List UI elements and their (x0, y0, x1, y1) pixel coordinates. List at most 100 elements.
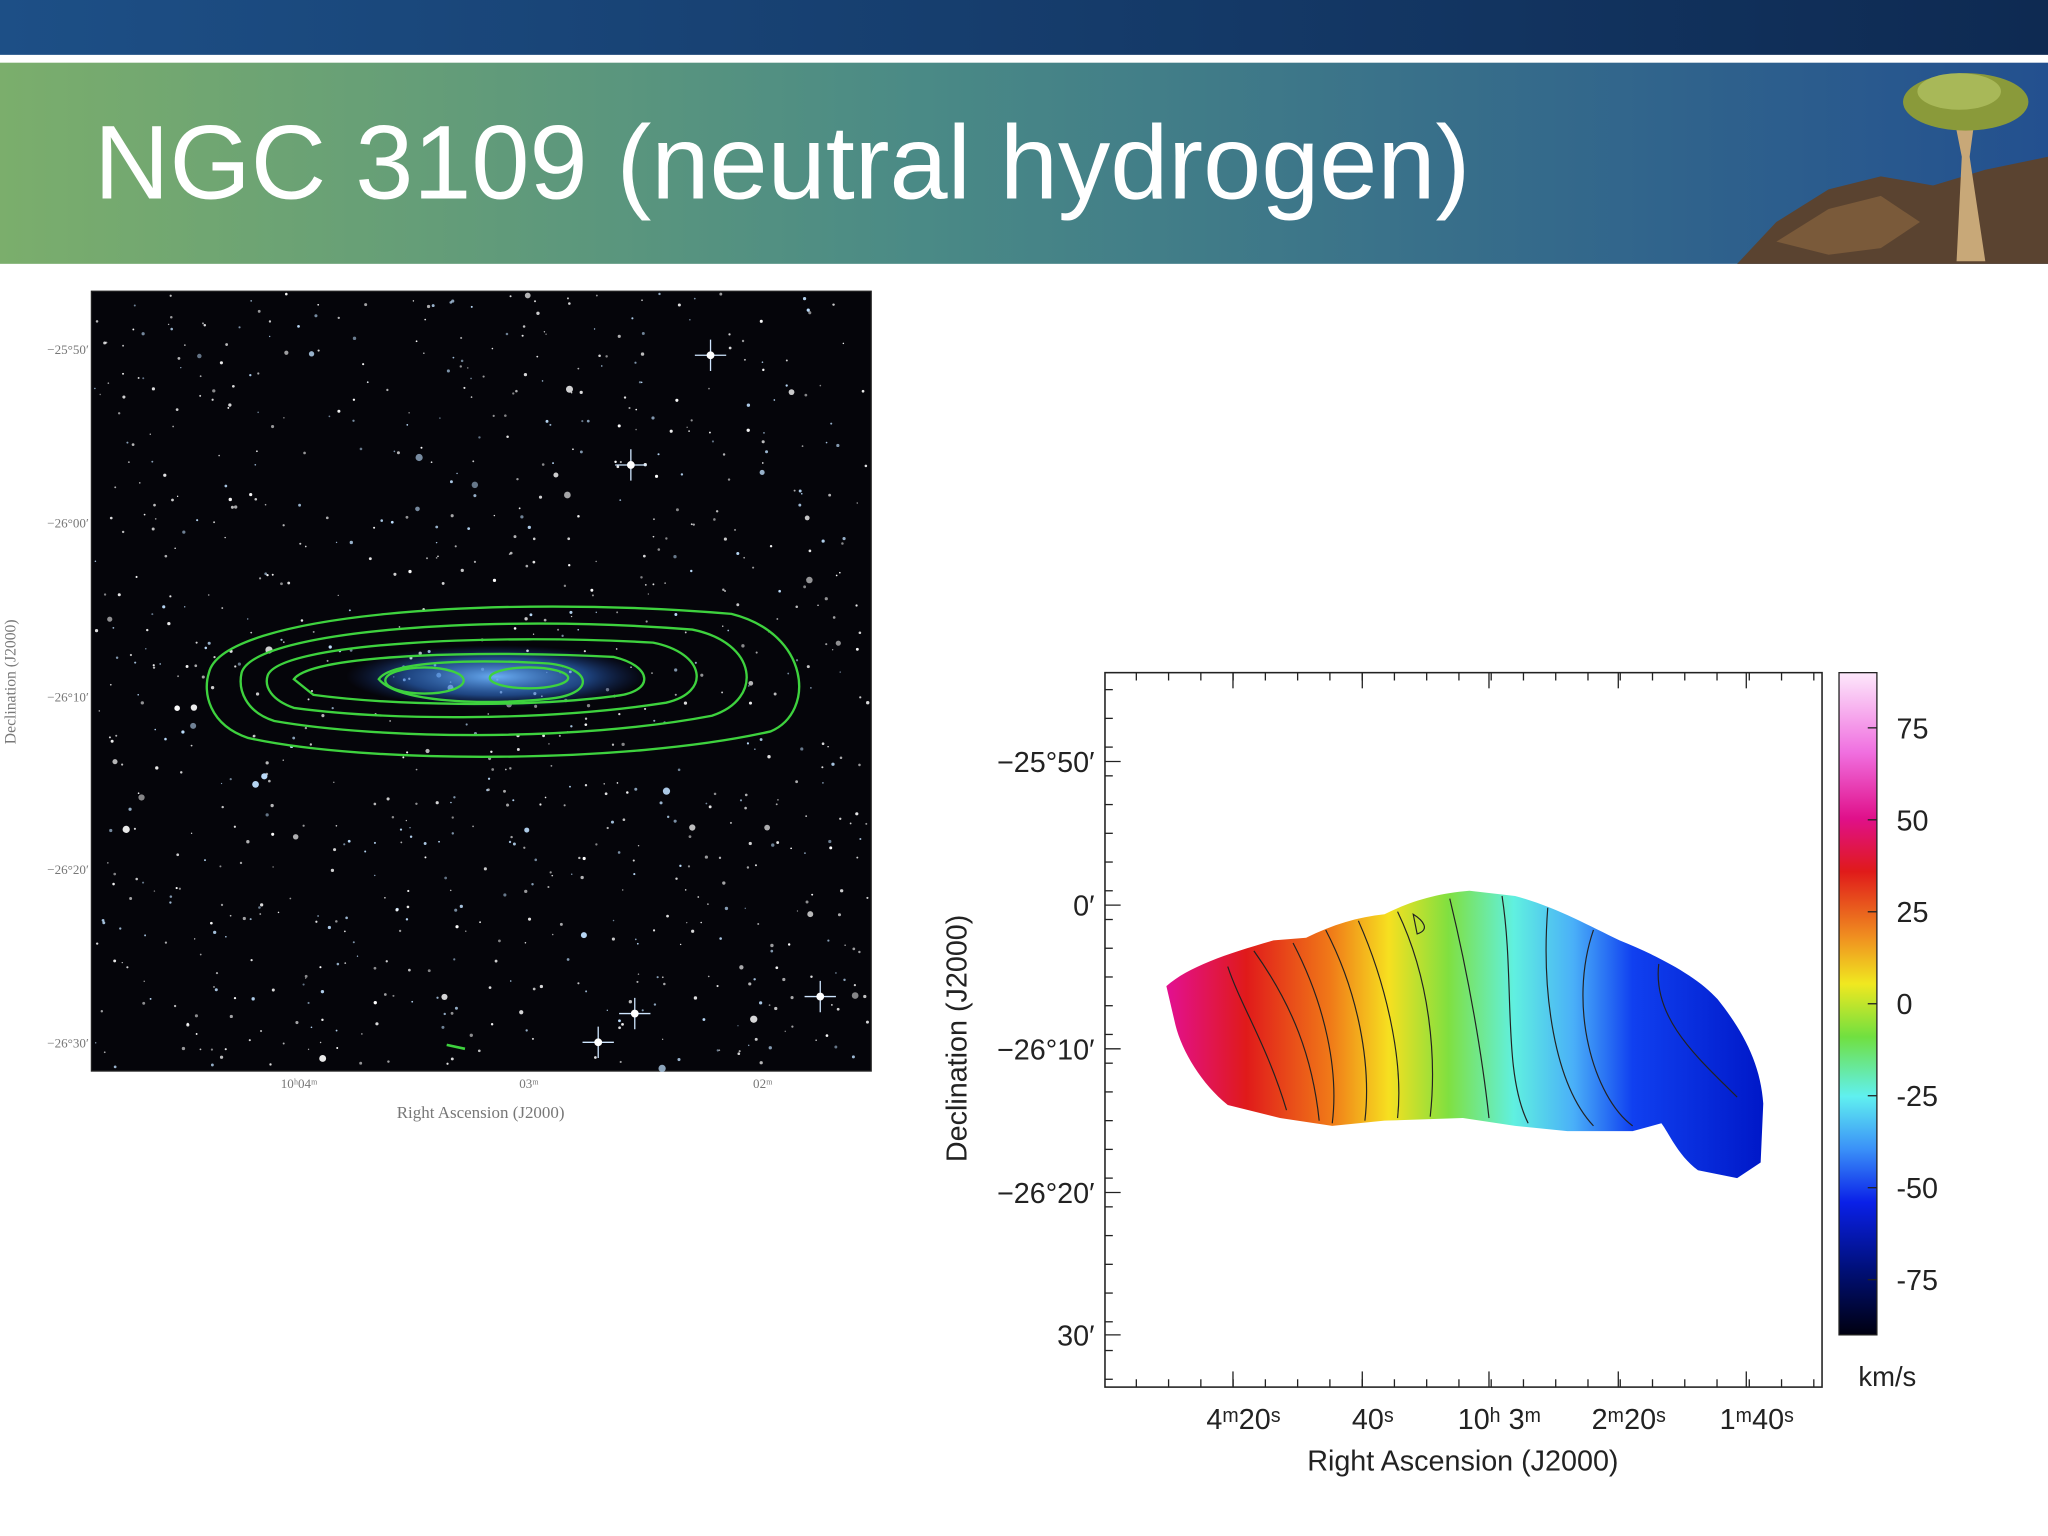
star (677, 768, 681, 772)
star (755, 651, 758, 654)
star (317, 349, 320, 352)
star (503, 893, 507, 897)
star (218, 454, 220, 457)
star (100, 1010, 104, 1013)
star (805, 815, 808, 817)
star (186, 1022, 189, 1026)
star (806, 576, 813, 584)
star (315, 920, 318, 923)
star (386, 797, 390, 801)
star (415, 340, 418, 343)
star (800, 747, 804, 751)
star (643, 707, 647, 711)
star (636, 942, 639, 945)
star (415, 768, 418, 771)
star (728, 346, 732, 350)
star (808, 311, 812, 315)
star (821, 539, 825, 543)
star (532, 987, 536, 991)
star (674, 668, 678, 672)
star (654, 474, 659, 478)
star (326, 659, 329, 662)
star (835, 972, 837, 974)
star (836, 443, 840, 448)
star (344, 930, 346, 933)
star (718, 1049, 721, 1052)
star (220, 903, 224, 907)
star (815, 1039, 817, 1041)
star (584, 784, 588, 787)
star (435, 557, 438, 559)
star (851, 992, 859, 999)
star (595, 611, 598, 614)
star (430, 461, 433, 464)
star (586, 419, 590, 423)
star (689, 824, 696, 831)
colorbar-tick-label: 25 (1896, 897, 1928, 929)
star (172, 425, 174, 428)
star (451, 832, 455, 835)
star (490, 1023, 494, 1026)
star (531, 1037, 534, 1040)
star (568, 302, 571, 305)
star (787, 943, 791, 946)
star (449, 889, 452, 892)
star (750, 1015, 758, 1023)
star (656, 976, 659, 979)
star (527, 917, 532, 921)
star (524, 292, 531, 299)
star (666, 815, 670, 819)
star (352, 941, 355, 944)
star (143, 980, 145, 982)
star (688, 835, 692, 838)
star (586, 704, 591, 708)
star (512, 842, 516, 846)
star (233, 997, 237, 1000)
star (684, 631, 687, 634)
star (852, 947, 856, 951)
star (425, 557, 429, 560)
star (825, 643, 828, 646)
star (299, 542, 302, 545)
star (532, 537, 536, 541)
star (856, 856, 859, 859)
star (486, 788, 489, 792)
star (539, 803, 542, 806)
star (508, 840, 512, 844)
star (424, 856, 427, 859)
star (164, 941, 168, 944)
star (137, 693, 139, 696)
left-x-axis-label: Right Ascension (J2000) (397, 1103, 565, 1122)
colorbar-tick-label: 50 (1896, 805, 1928, 837)
star (715, 510, 719, 513)
star (776, 618, 779, 620)
star (348, 609, 351, 612)
star (619, 499, 622, 501)
star (563, 584, 567, 588)
star (195, 641, 198, 644)
star (122, 395, 126, 399)
star (787, 672, 790, 675)
star (606, 826, 609, 830)
star (718, 856, 722, 860)
star (577, 514, 580, 518)
star (859, 837, 862, 841)
star (212, 389, 216, 393)
star (122, 372, 125, 375)
star (181, 1046, 186, 1051)
star (595, 294, 598, 297)
star (386, 388, 389, 392)
star (673, 555, 677, 559)
star (831, 649, 834, 651)
star (107, 862, 109, 864)
star (270, 803, 274, 808)
star (257, 411, 259, 414)
star (796, 910, 799, 912)
star (109, 683, 112, 686)
star (472, 460, 475, 463)
star (785, 384, 788, 387)
star (126, 966, 129, 969)
star (266, 574, 269, 577)
star (336, 1047, 339, 1049)
star (337, 316, 340, 320)
